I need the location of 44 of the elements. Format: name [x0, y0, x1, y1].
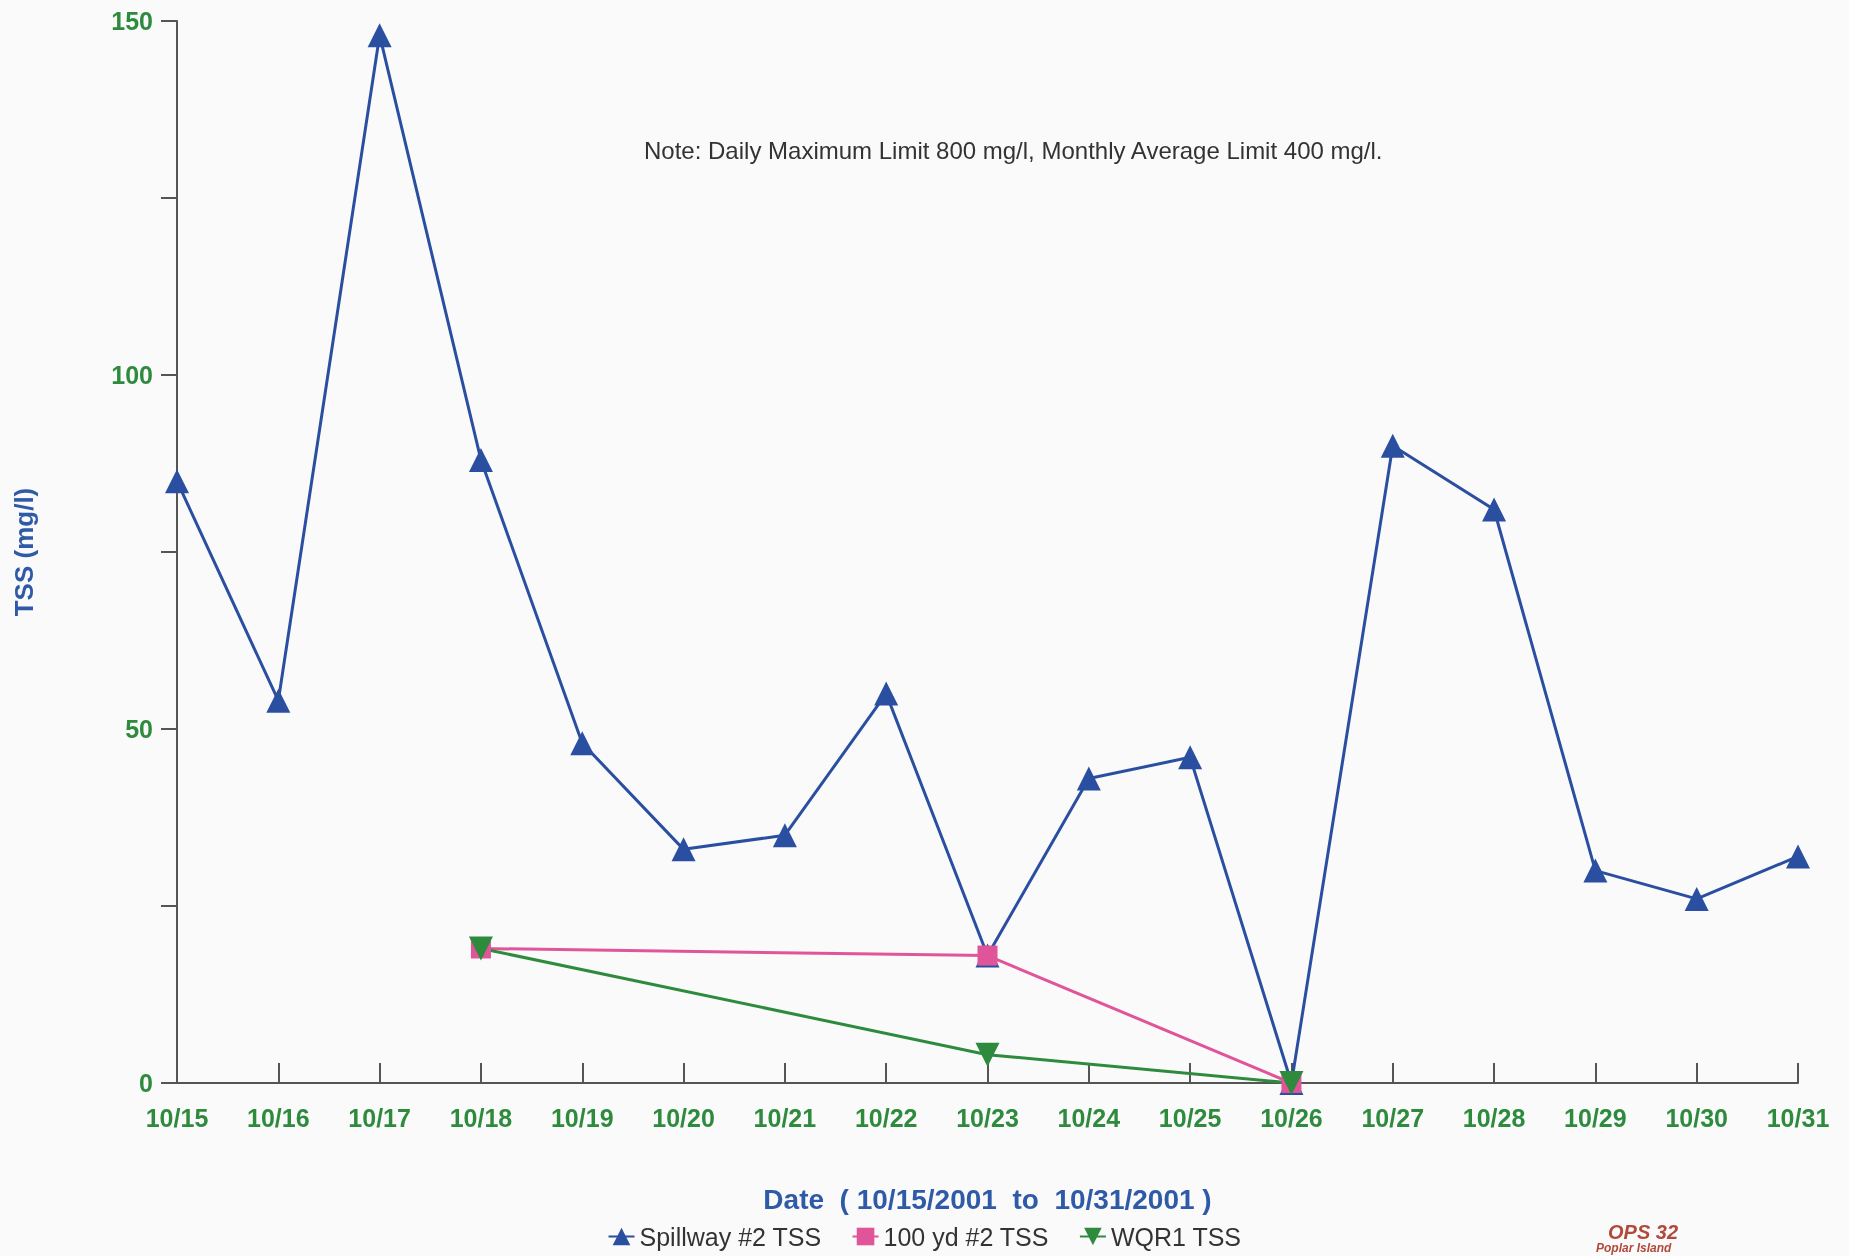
x-tick-label: 10/18 [449, 1103, 513, 1132]
x-tick-label: 10/15 [145, 1103, 209, 1132]
point [1178, 745, 1203, 770]
y-axis-title: TSS (mg/l) [9, 487, 39, 617]
point [1380, 433, 1405, 458]
y-tick-label: 50 [125, 715, 153, 743]
point [570, 731, 595, 756]
point [772, 823, 797, 848]
x-tick-label: 10/28 [1462, 1103, 1526, 1132]
legend-label: WQR1 TSS [1110, 1222, 1242, 1251]
point [1786, 844, 1810, 869]
x-tick-label: 10/22 [854, 1103, 918, 1132]
x-tick-label: 10/24 [1057, 1103, 1121, 1132]
point [367, 23, 392, 48]
point [1482, 497, 1507, 522]
x-tick-label: 10/31 [1766, 1103, 1830, 1132]
point [266, 688, 291, 713]
point [671, 837, 696, 862]
x-tick-label: 10/16 [247, 1103, 310, 1132]
x-tick-label: 10/19 [550, 1103, 614, 1132]
x-axis-title: Date ( 10/15/2001 to 10/31/2001 ) [763, 1183, 1212, 1215]
annotation: Note: Daily Maximum Limit 800 mg/l, Monthly Average Limit 400 mg/l. [644, 136, 1383, 164]
x-tick-label: 10/26 [1260, 1103, 1323, 1132]
x-tick-label: 10/20 [652, 1103, 715, 1132]
text: Poplar Island [1596, 1241, 1673, 1255]
x-tick-label: 10/17 [348, 1103, 411, 1132]
legend-label: 100 yd #2 TSS [883, 1222, 1049, 1251]
point [165, 469, 189, 494]
x-tick-label: 10/23 [956, 1103, 1019, 1132]
y-tick-label: 150 [111, 7, 153, 35]
legend-label: Spillway #2 TSS [639, 1222, 822, 1251]
x-tick-label: 10/27 [1361, 1103, 1425, 1132]
point [1076, 766, 1101, 791]
x-tick-label: 10/29 [1564, 1103, 1627, 1132]
y-tick-label: 0 [139, 1069, 153, 1097]
point [1684, 886, 1709, 911]
text: OPS 32 [1608, 1221, 1679, 1243]
y-tick-label: 100 [111, 361, 153, 389]
point [874, 681, 899, 706]
x-tick-label: 10/25 [1158, 1103, 1222, 1132]
x-tick-label: 10/21 [753, 1103, 817, 1132]
x-tick-label: 10/30 [1665, 1103, 1728, 1132]
point [468, 447, 493, 472]
point [1583, 858, 1608, 883]
